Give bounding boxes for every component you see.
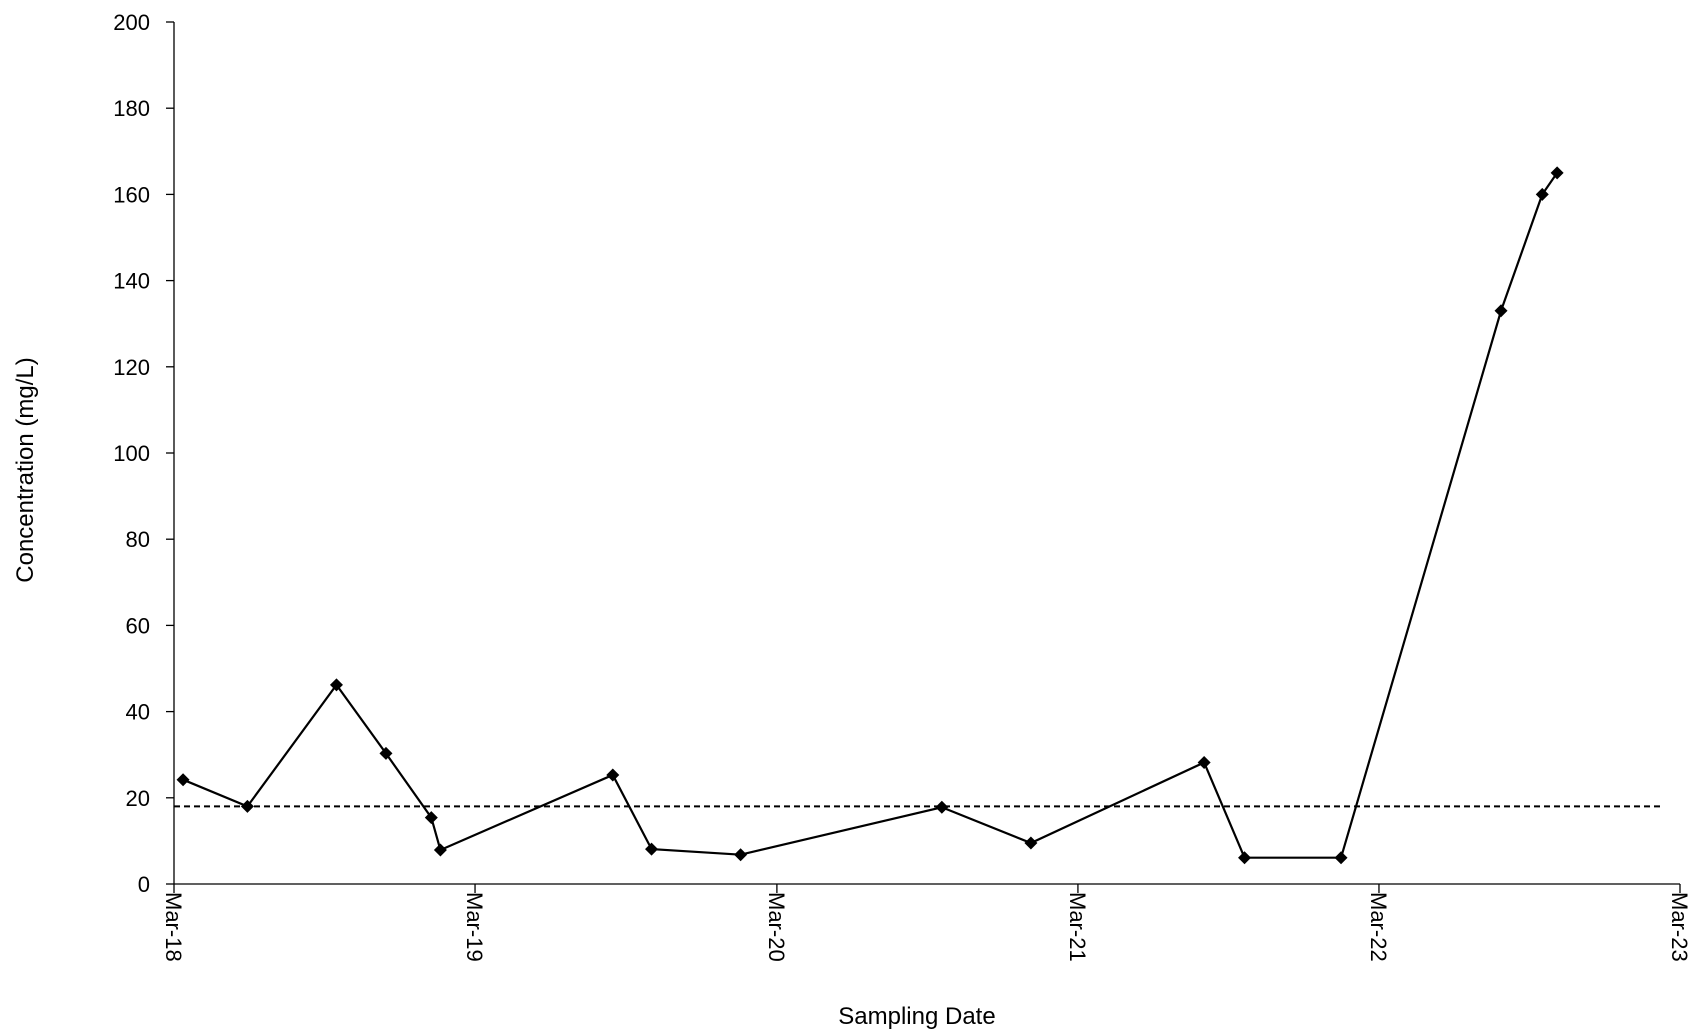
x-axis-title: Sampling Date xyxy=(838,1003,995,1030)
y-tick-label-8: 160 xyxy=(113,182,150,207)
y-axis-title: Concentration (mg/L) xyxy=(12,357,39,582)
y-tick-label-3: 60 xyxy=(126,613,150,638)
x-tick-label-3: Mar-21 xyxy=(1065,892,1090,962)
series-layer xyxy=(174,166,1661,865)
data-point-15 xyxy=(1535,187,1549,201)
y-tick-label-5: 100 xyxy=(113,441,150,466)
x-tick-label-1: Mar-19 xyxy=(462,892,487,962)
x-axis: Mar-18 Mar-19 Mar-20 Mar-21 Mar-22 Mar-23 xyxy=(161,883,1692,962)
x-tick-label-5: Mar-23 xyxy=(1667,892,1692,962)
data-point-14 xyxy=(1494,304,1508,318)
y-axis: 0 20 40 60 80 100 120 140 160 180 200 xyxy=(113,10,175,897)
data-point-10 xyxy=(1024,836,1038,850)
data-point-6 xyxy=(606,768,620,782)
y-tick-label-2: 40 xyxy=(126,700,150,725)
data-point-9 xyxy=(935,800,949,814)
data-point-8 xyxy=(734,848,748,862)
x-tick-label-4: Mar-22 xyxy=(1366,892,1391,962)
data-point-3 xyxy=(379,746,393,760)
y-tick-label-7: 140 xyxy=(113,269,150,294)
data-point-5 xyxy=(433,843,447,857)
data-point-11 xyxy=(1197,755,1211,769)
y-tick-label-1: 20 xyxy=(126,786,150,811)
data-point-2 xyxy=(329,678,343,692)
data-point-13 xyxy=(1334,851,1348,865)
data-point-7 xyxy=(645,842,659,856)
data-point-4 xyxy=(424,811,438,825)
y-tick-label-9: 180 xyxy=(113,96,150,121)
y-tick-label-0: 0 xyxy=(138,872,150,897)
y-tick-label-10: 200 xyxy=(113,10,150,35)
x-tick-label-2: Mar-20 xyxy=(764,892,789,962)
y-tick-label-4: 80 xyxy=(126,527,150,552)
y-tick-label-6: 120 xyxy=(113,355,150,380)
data-point-0 xyxy=(176,773,190,787)
data-point-12 xyxy=(1238,851,1252,865)
data-point-16 xyxy=(1550,166,1564,180)
x-tick-label-0: Mar-18 xyxy=(161,892,186,962)
